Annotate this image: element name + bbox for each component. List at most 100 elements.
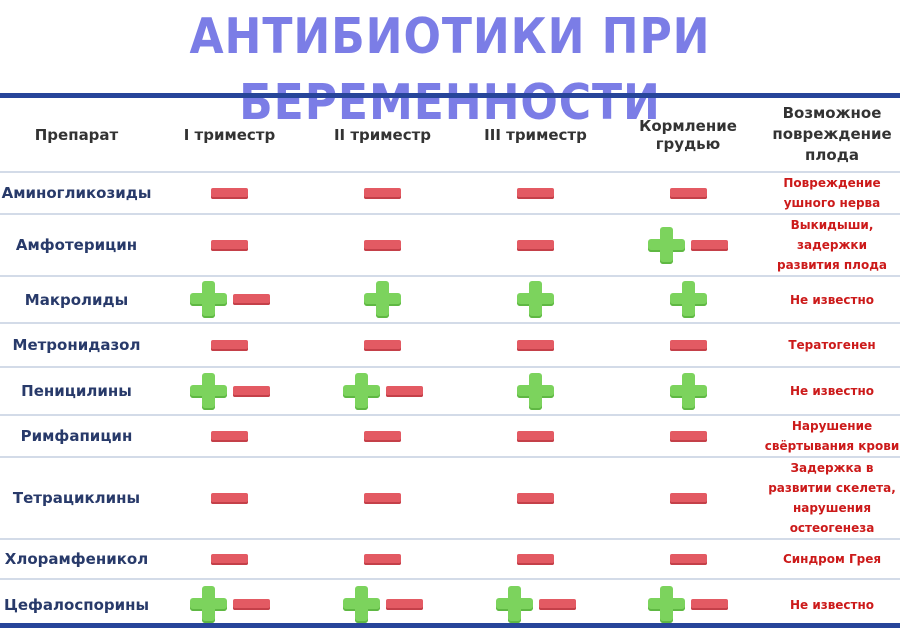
drug-name: Хлорамфеникол [0, 539, 153, 580]
status-trimester-2 [306, 579, 459, 629]
status-trimester-1 [153, 276, 306, 324]
drug-name: Тетрациклины [0, 457, 153, 540]
table-body: Аминогликозиды Повреждение ушного нерва Амф… [0, 172, 900, 629]
status-trimester-1 [153, 323, 306, 368]
minus-icon [232, 599, 270, 610]
minus-icon [517, 430, 554, 442]
table-row: Амфотерицин Выкидыши, задержки развития пло… [0, 214, 900, 277]
status-trimester-1 [153, 172, 306, 215]
fetal-effect: Повреждение ушного нерва [764, 172, 900, 215]
fetal-effect-line: развития плода [776, 258, 888, 272]
minus-icon [669, 339, 707, 351]
status-trimester-1 [153, 539, 306, 580]
fetal-effect-line: ушного нерва [783, 196, 881, 210]
minus-icon [211, 430, 248, 442]
status-trimester-2 [306, 415, 459, 458]
status-trimester-3 [459, 323, 612, 368]
status-trimester-2 [306, 367, 459, 416]
status-trimester-2 [306, 172, 459, 215]
fetal-effect-line: Синдром Грея [782, 552, 882, 566]
status-trimester-2 [306, 214, 459, 277]
header-trimester-1: I триместр [153, 98, 306, 173]
status-trimester-1 [153, 367, 306, 416]
fetal-effect-line: Не известно [789, 292, 875, 307]
header-trimester-2: II триместр [306, 98, 459, 173]
table-row: Пеницилины Не известно [0, 367, 900, 416]
drug-name: Цефалоспорины [3, 595, 150, 614]
status-trimester-3 [459, 579, 612, 629]
plus-icon [342, 372, 380, 410]
antibiotics-table: Препарат I триместр II триместр III трим… [0, 98, 900, 629]
table-bottom-border [0, 623, 900, 628]
minus-icon [232, 385, 270, 397]
minus-icon [364, 430, 401, 442]
fetal-effect: Задержка в развитии скелета, нарушения осте… [764, 457, 900, 540]
minus-icon [517, 239, 554, 251]
fetal-effect-line: Нарушение [791, 419, 873, 433]
status-trimester-1 [153, 579, 306, 629]
fetal-effect: Синдром Грея [764, 539, 900, 580]
fetal-effect: Не известно [764, 367, 900, 416]
fetal-effect-line: Тератогенен [788, 338, 876, 352]
minus-icon [211, 553, 248, 565]
fetal-effect-line: Не известно [789, 597, 875, 612]
table-row: Метронидазол Тератогенен [0, 323, 900, 368]
plus-icon [189, 586, 227, 623]
status-trimester-1 [153, 415, 306, 458]
minus-icon [517, 339, 554, 351]
status-breastfeeding [612, 214, 764, 277]
header-breastfeeding: Кормление грудью [612, 98, 764, 173]
header-effect: Возможное повреждение плода [764, 98, 900, 173]
status-trimester-3 [459, 457, 612, 540]
page-title: АНТИБИОТИКИ ПРИ БЕРЕМЕННОСТИ [189, 8, 711, 131]
status-breastfeeding [612, 415, 764, 458]
minus-icon [385, 599, 423, 610]
minus-icon [517, 187, 554, 199]
minus-icon [538, 599, 576, 610]
minus-icon [669, 187, 707, 199]
fetal-effect-line: нарушения [792, 501, 872, 515]
plus-icon [495, 586, 533, 623]
minus-icon [211, 187, 248, 199]
status-trimester-1 [153, 214, 306, 277]
drug-name: Макролиды [0, 276, 153, 324]
minus-icon [385, 385, 423, 397]
minus-icon [691, 239, 728, 251]
status-breastfeeding [612, 367, 764, 416]
fetal-effect: Нарушение свёртывания крови [764, 415, 900, 458]
plus-icon [517, 372, 554, 410]
status-trimester-1 [153, 457, 306, 540]
table-row: Хлорамфеникол Синдром Грея [0, 539, 900, 580]
plus-icon [669, 281, 707, 318]
minus-icon [364, 339, 401, 351]
minus-icon [691, 599, 728, 610]
status-trimester-2 [306, 457, 459, 540]
header-effect-line: плода [805, 146, 859, 164]
table-row: Тетрациклины Задержка в развитии скелета, н… [0, 457, 900, 540]
minus-icon [211, 492, 248, 504]
minus-icon [211, 339, 248, 351]
status-trimester-2 [306, 276, 459, 324]
fetal-effect: Не известно [764, 276, 900, 324]
minus-icon [517, 492, 554, 504]
fetal-effect-line: Повреждение [783, 176, 881, 190]
drug-name: Аминогликозиды [0, 172, 153, 215]
plus-icon [648, 226, 685, 264]
header-effect-line: Возможное [782, 104, 882, 122]
fetal-effect-line: свёртывания крови [764, 439, 900, 453]
drug-name: Пеницилины [0, 367, 153, 416]
minus-icon [669, 553, 707, 565]
minus-icon [364, 492, 401, 504]
status-trimester-2 [306, 323, 459, 368]
plus-icon [189, 372, 227, 410]
drug-name: Римфапицин [0, 415, 153, 458]
status-breastfeeding [612, 172, 764, 215]
minus-icon [211, 239, 248, 251]
header-trimester-3: III триместр [459, 98, 612, 173]
status-trimester-3 [459, 415, 612, 458]
table-row: Римфапицин Нарушение свёртывания крови [0, 415, 900, 458]
minus-icon [517, 553, 554, 565]
plus-icon [189, 281, 227, 318]
status-trimester-3 [459, 276, 612, 324]
fetal-effect: Тератогенен [764, 323, 900, 368]
